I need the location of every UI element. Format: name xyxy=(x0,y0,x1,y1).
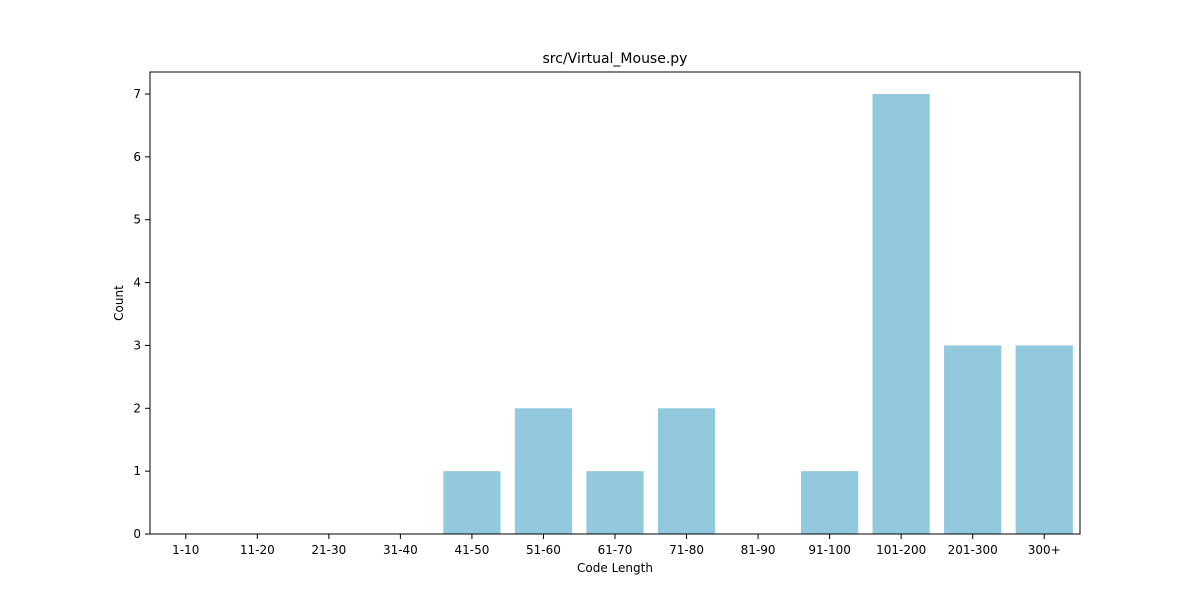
x-tick-label: 51-60 xyxy=(526,543,561,557)
y-axis-label: Count xyxy=(112,285,126,321)
plot-frame xyxy=(149,71,1081,535)
x-tick-label: 71-80 xyxy=(669,543,704,557)
x-tick-label: 81-90 xyxy=(741,543,776,557)
bars-layer xyxy=(443,94,1073,534)
bar-51-60 xyxy=(514,408,573,534)
bar-91-100 xyxy=(801,471,859,534)
y-tick-label: 1 xyxy=(133,464,141,478)
x-tick-label: 61-70 xyxy=(598,543,633,557)
y-axis-ticks: 0 1 2 3 4 5 6 7 xyxy=(133,87,150,541)
x-tick-label: 11-20 xyxy=(240,543,275,557)
y-tick-label: 5 xyxy=(133,213,141,227)
x-axis-ticks: 1-10 11-20 21-30 31-40 41-50 51-60 61-70 71-80 8… xyxy=(172,534,1061,557)
y-tick-label: 0 xyxy=(133,527,141,541)
x-tick-label: 300+ xyxy=(1028,543,1061,557)
bar-41-50 xyxy=(443,471,501,534)
bar-300+ xyxy=(1015,345,1073,534)
y-tick-label: 7 xyxy=(133,87,141,101)
x-tick-label: 101-200 xyxy=(876,543,926,557)
y-tick-label: 4 xyxy=(133,276,141,290)
bar-61-70 xyxy=(586,471,644,534)
x-axis-label: Code Length xyxy=(577,561,653,575)
x-tick-label: 41-50 xyxy=(454,543,489,557)
chart-title: src/Virtual_Mouse.py xyxy=(543,51,688,67)
bar-201-300 xyxy=(944,345,1002,534)
x-tick-label: 91-100 xyxy=(808,543,851,557)
x-tick-label: 1-10 xyxy=(172,543,199,557)
y-tick-label: 3 xyxy=(133,338,141,352)
x-tick-label: 201-300 xyxy=(948,543,998,557)
x-tick-label: 21-30 xyxy=(311,543,346,557)
y-tick-label: 2 xyxy=(133,401,141,415)
bar-71-80 xyxy=(657,408,716,534)
x-tick-label: 31-40 xyxy=(383,543,418,557)
y-tick-label: 6 xyxy=(133,150,141,164)
bar-101-200 xyxy=(872,94,930,534)
